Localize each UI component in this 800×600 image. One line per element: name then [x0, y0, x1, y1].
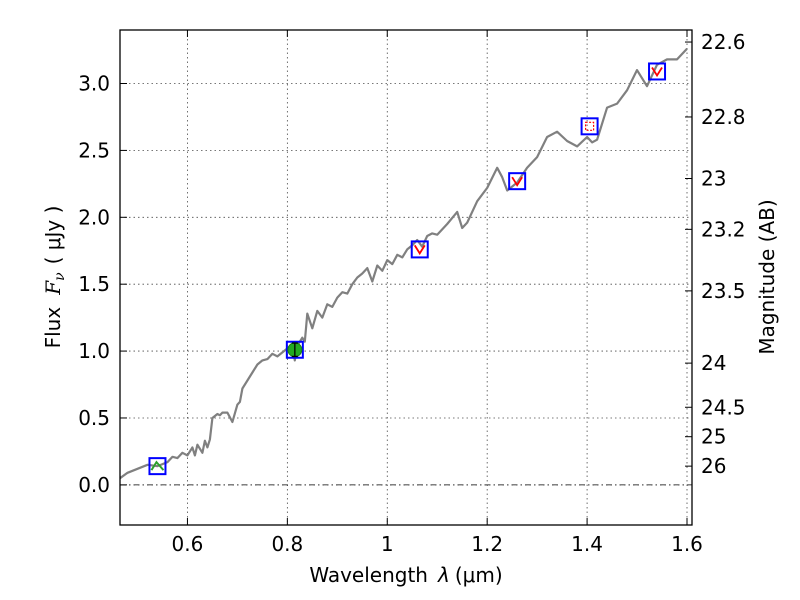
y-tick-label: 2.5 [78, 138, 110, 162]
y-tick-label: 1.5 [78, 272, 110, 296]
observation-point [148, 457, 167, 476]
x-tick-label: 1.4 [571, 532, 603, 556]
observation-box [148, 457, 167, 476]
y2-axis-label: Magnitude (AB) [755, 199, 779, 354]
y2-tick-label: 22.8 [701, 105, 746, 129]
observation-point [580, 117, 599, 136]
y2-tick-label: 26 [701, 454, 726, 478]
x-tick-label: 0.6 [172, 532, 204, 556]
x-tick-label: 1.6 [671, 532, 703, 556]
observation-box [508, 172, 527, 191]
x-axis-label-text: Wavelength [309, 563, 428, 587]
observation-marker [584, 121, 595, 131]
y-tick-label: 0.0 [78, 473, 110, 497]
x-axis-label-symbol: λ [437, 563, 450, 587]
y2-tick-label: 24 [701, 351, 726, 375]
x-axis-label-unit: (μm) [455, 563, 503, 587]
y2-tick-label: 23 [701, 167, 726, 191]
y-axis-label-unit: ( μJy ) [41, 206, 65, 265]
observation-box [648, 62, 667, 81]
observation-marker [511, 176, 523, 187]
plot-frame [119, 29, 693, 526]
y-tick-label: 3.0 [78, 72, 110, 96]
y2-tick-label: 25 [701, 425, 726, 449]
y-axis-label-subscript: ν [52, 272, 68, 281]
plot-area [119, 47, 688, 480]
observation-box [580, 117, 599, 136]
observation-box [410, 240, 429, 259]
x-axis-label: Wavelength λ (μm) [309, 563, 502, 587]
observation-point [285, 340, 304, 359]
y-tick-label: 2.0 [78, 205, 110, 229]
x-tick-label: 1.2 [471, 532, 503, 556]
y2-tick-label: 22.6 [701, 30, 746, 54]
observation-marker [150, 460, 165, 471]
observation-point [410, 240, 429, 259]
spectrum-line [119, 47, 688, 480]
y-tick-label: 0.5 [78, 406, 110, 430]
y2-tick-label: 23.5 [701, 279, 746, 303]
y-axis-label-symbol: F [41, 280, 65, 296]
x-axis-ticks: 0.6 0.8 1 1.2 1.4 1.6 [172, 30, 703, 556]
grid [120, 30, 692, 525]
observation-marker [651, 66, 663, 78]
y-axis-label-text: Flux [41, 307, 65, 349]
y-axis-ticks: 0.0 0.5 1.0 1.5 2.0 2.5 3.0 [78, 72, 127, 497]
observation-box [285, 340, 304, 359]
y2-tick-label: 23.2 [701, 217, 746, 241]
y-tick-label: 1.0 [78, 339, 110, 363]
observations [148, 62, 667, 476]
y2-tick-label: 24.5 [701, 395, 746, 419]
y2-axis-ticks: 22.6 22.8 23 23.2 23.5 24 24.5 25 26 [685, 30, 746, 478]
observation-point [508, 172, 527, 191]
x-tick-label: 0.8 [271, 532, 303, 556]
observation-point [648, 62, 667, 81]
y-axis-label: Flux Fν ( μJy ) [41, 206, 68, 349]
x-tick-label: 1 [381, 532, 394, 556]
observation-marker [413, 244, 426, 256]
